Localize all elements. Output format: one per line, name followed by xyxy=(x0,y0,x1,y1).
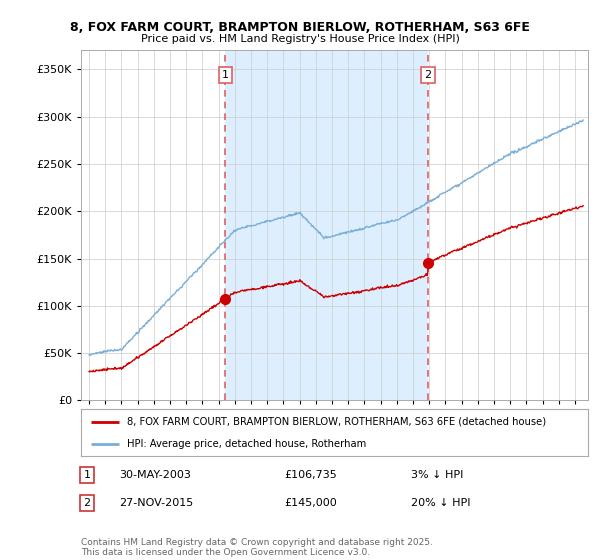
Text: HPI: Average price, detached house, Rotherham: HPI: Average price, detached house, Roth… xyxy=(127,438,366,449)
Text: 8, FOX FARM COURT, BRAMPTON BIERLOW, ROTHERHAM, S63 6FE (detached house): 8, FOX FARM COURT, BRAMPTON BIERLOW, ROT… xyxy=(127,417,546,427)
Text: £106,735: £106,735 xyxy=(284,470,337,480)
Text: Contains HM Land Registry data © Crown copyright and database right 2025.
This d: Contains HM Land Registry data © Crown c… xyxy=(81,538,433,557)
Text: 30-MAY-2003: 30-MAY-2003 xyxy=(119,470,191,480)
Text: 1: 1 xyxy=(83,470,91,480)
Text: Price paid vs. HM Land Registry's House Price Index (HPI): Price paid vs. HM Land Registry's House … xyxy=(140,34,460,44)
Bar xyxy=(226,50,428,400)
Text: 2: 2 xyxy=(83,498,91,508)
Text: £145,000: £145,000 xyxy=(284,498,337,508)
Text: 3% ↓ HPI: 3% ↓ HPI xyxy=(410,470,463,480)
Text: 1: 1 xyxy=(222,70,229,80)
Text: 27-NOV-2015: 27-NOV-2015 xyxy=(119,498,193,508)
Text: 8, FOX FARM COURT, BRAMPTON BIERLOW, ROTHERHAM, S63 6FE: 8, FOX FARM COURT, BRAMPTON BIERLOW, ROT… xyxy=(70,21,530,34)
Text: 20% ↓ HPI: 20% ↓ HPI xyxy=(410,498,470,508)
Text: 2: 2 xyxy=(424,70,431,80)
